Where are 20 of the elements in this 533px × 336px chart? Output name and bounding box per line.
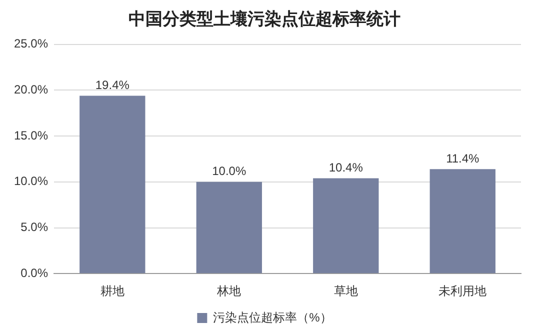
bar (80, 96, 146, 274)
y-tick-label: 10.0% (14, 174, 48, 188)
bar (196, 182, 262, 274)
x-tick-label: 草地 (334, 284, 358, 298)
chart-title: 中国分类型土壤污染点位超标率统计 (128, 10, 400, 30)
y-tick-label: 5.0% (20, 220, 48, 234)
y-tick-label: 0.0% (20, 266, 48, 280)
x-tick-label: 林地 (216, 284, 242, 298)
x-tick-label: 耕地 (100, 284, 124, 298)
y-tick-label: 25.0% (14, 36, 48, 51)
x-tick-label: 未利用地 (438, 284, 487, 298)
y-tick-label: 20.0% (14, 82, 48, 97)
legend-label: 污染点位超标率（%） (213, 310, 332, 324)
data-label: 10.4% (328, 160, 364, 175)
y-tick-label: 15.0% (14, 128, 48, 142)
bar (313, 178, 379, 274)
data-label: 11.4% (446, 151, 480, 166)
data-label: 10.0% (212, 164, 246, 178)
data-label: 19.4% (95, 78, 130, 92)
bar (430, 169, 496, 274)
